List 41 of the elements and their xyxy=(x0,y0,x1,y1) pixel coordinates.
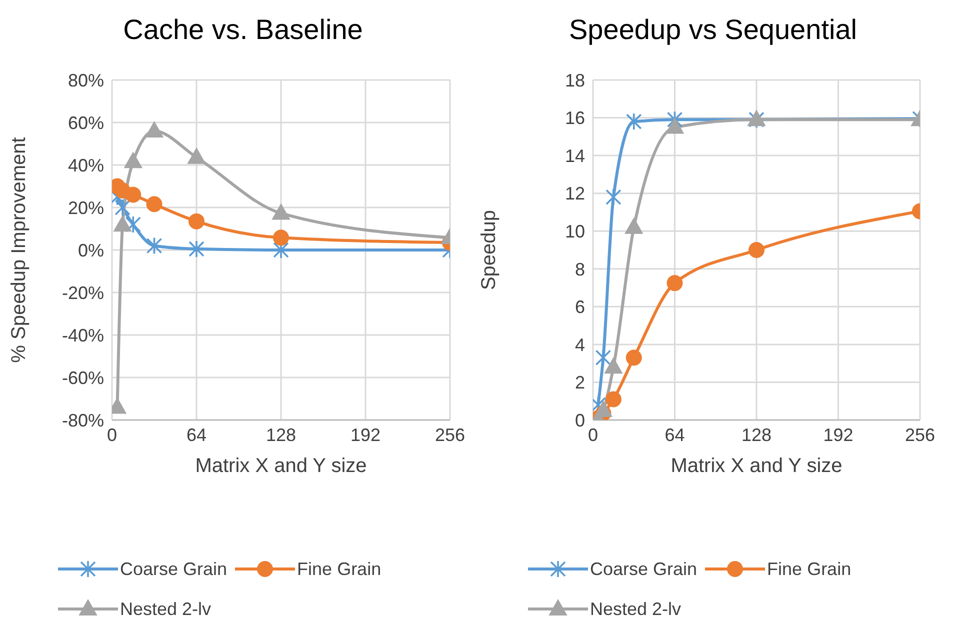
legend-label: Fine Grain xyxy=(767,558,852,580)
x-tick-label: 64 xyxy=(664,424,685,445)
x-tick-label: 192 xyxy=(350,424,381,445)
y-tick-label: -40% xyxy=(62,325,104,346)
legend-label: Nested 2-lv xyxy=(590,598,682,619)
y-tick-label: 10 xyxy=(564,222,585,242)
y-tick-label: 0 xyxy=(574,410,585,430)
chart-title: Speedup vs Sequential xyxy=(568,13,858,47)
y-tick-label: 0% xyxy=(78,240,104,260)
y-tick-label: -60% xyxy=(62,368,104,388)
y-tick-label: 6 xyxy=(574,297,585,318)
x-tick-label: 64 xyxy=(186,424,207,445)
x-tick-label: 128 xyxy=(266,424,296,445)
y-tick-label: 14 xyxy=(564,146,585,166)
x-tick-label: 0 xyxy=(106,424,118,445)
legend-label: Coarse Grain xyxy=(590,558,698,580)
y-tick-label: 18 xyxy=(564,70,585,90)
x-tick-label: 0 xyxy=(588,424,598,445)
y-tick-label: 4 xyxy=(574,334,585,355)
x-axis-title: Matrix X and Y size xyxy=(670,455,842,477)
y-tick-label: 40% xyxy=(68,155,104,176)
x-axis-title: Matrix X and Y size xyxy=(195,455,367,477)
y-tick-label: 80% xyxy=(68,70,104,90)
x-tick-label: 256 xyxy=(904,424,936,445)
y-tick-label: -20% xyxy=(62,282,104,303)
y-tick-label: 8 xyxy=(574,259,585,280)
legend-label: Coarse Grain xyxy=(120,558,228,580)
y-tick-label: 20% xyxy=(68,198,104,218)
y-tick-label: 2 xyxy=(574,372,585,393)
y-tick-label: 60% xyxy=(68,112,104,133)
x-tick-label: 128 xyxy=(741,424,772,445)
y-axis-title: % Speedup Improvement xyxy=(8,136,30,363)
y-axis-title: Speedup xyxy=(478,210,500,290)
chart-title: Cache vs. Baseline xyxy=(122,13,364,47)
legend-label: Fine Grain xyxy=(297,558,382,580)
y-tick-label: 16 xyxy=(564,108,585,128)
legend-label: Nested 2-lv xyxy=(120,598,212,619)
x-tick-label: 256 xyxy=(434,424,466,445)
y-tick-label: -80% xyxy=(62,410,104,430)
y-tick-label: 12 xyxy=(564,184,585,204)
x-tick-label: 192 xyxy=(823,424,854,445)
